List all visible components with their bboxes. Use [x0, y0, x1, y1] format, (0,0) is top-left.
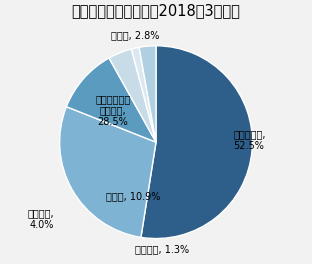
- Wedge shape: [139, 46, 156, 142]
- Wedge shape: [131, 47, 156, 142]
- Text: 投資信託,
4.0%: 投資信託, 4.0%: [27, 209, 54, 230]
- Title: 家計の金融資産構成（2018年3月末）: 家計の金融資産構成（2018年3月末）: [71, 3, 241, 18]
- Text: 保険・年金・
定型保証,
28.5%: 保険・年金・ 定型保証, 28.5%: [95, 94, 130, 127]
- Wedge shape: [60, 107, 156, 237]
- Wedge shape: [109, 49, 156, 142]
- Wedge shape: [141, 46, 252, 239]
- Wedge shape: [66, 58, 156, 142]
- Text: その他, 2.8%: その他, 2.8%: [111, 30, 160, 40]
- Text: 現金・預金,
52.5%: 現金・預金, 52.5%: [233, 129, 266, 151]
- Text: 債務証券, 1.3%: 債務証券, 1.3%: [134, 244, 189, 254]
- Text: 株式等, 10.9%: 株式等, 10.9%: [106, 192, 160, 202]
